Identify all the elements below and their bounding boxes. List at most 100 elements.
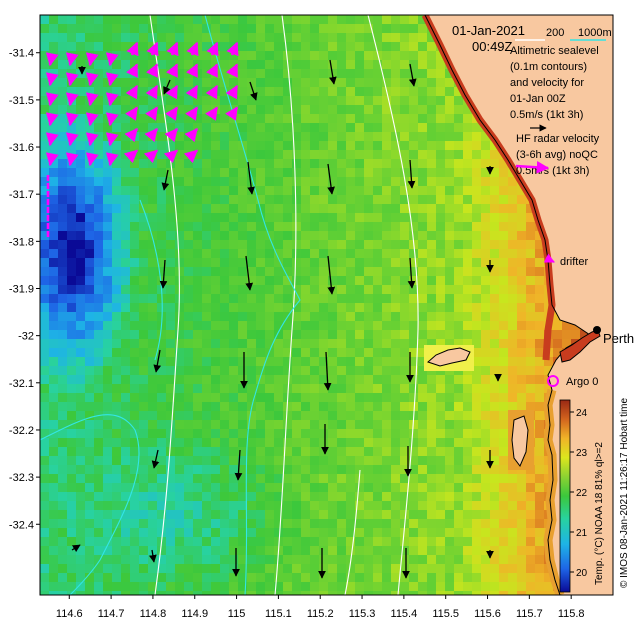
sst-cell: [121, 510, 130, 519]
sst-cell: [148, 465, 157, 474]
sst-cell: [382, 24, 391, 33]
sst-cell: [427, 510, 436, 519]
sst-cell: [409, 438, 418, 447]
sst-cell: [76, 564, 85, 573]
sst-cell: [49, 393, 58, 402]
sst-cell: [391, 348, 400, 357]
sst-cell: [265, 474, 274, 483]
sst-cell: [175, 582, 184, 591]
sst-cell: [337, 240, 346, 249]
sst-cell: [85, 42, 94, 51]
sst-cell: [175, 177, 184, 186]
sst-cell: [364, 510, 373, 519]
sst-cell: [229, 33, 238, 42]
sst-cell: [148, 411, 157, 420]
sst-cell: [229, 456, 238, 465]
sst-cell: [337, 321, 346, 330]
sst-cell: [121, 177, 130, 186]
sst-cell: [274, 150, 283, 159]
sst-cell: [499, 492, 508, 501]
sst-cell: [418, 177, 427, 186]
sst-cell: [400, 375, 409, 384]
sst-cell: [238, 564, 247, 573]
sst-cell: [58, 357, 67, 366]
sst-cell: [409, 303, 418, 312]
sst-cell: [499, 465, 508, 474]
sst-cell: [391, 564, 400, 573]
sst-cell: [229, 591, 238, 595]
sst-cell: [337, 366, 346, 375]
sst-cell: [256, 447, 265, 456]
sst-cell: [112, 114, 121, 123]
sst-cell: [112, 591, 121, 595]
sst-cell: [292, 501, 301, 510]
sst-cell: [139, 285, 148, 294]
sst-cell: [364, 546, 373, 555]
sst-cell: [184, 393, 193, 402]
sst-cell: [427, 564, 436, 573]
sst-cell: [373, 150, 382, 159]
sst-cell: [328, 213, 337, 222]
sst-cell: [157, 168, 166, 177]
sst-cell: [247, 123, 256, 132]
sst-cell: [112, 159, 121, 168]
sst-cell: [157, 96, 166, 105]
sst-cell: [292, 429, 301, 438]
sst-cell: [265, 105, 274, 114]
sst-cell: [139, 33, 148, 42]
sst-cell: [319, 510, 328, 519]
sst-cell: [445, 276, 454, 285]
sst-cell: [76, 357, 85, 366]
sst-cell: [292, 384, 301, 393]
sst-cell: [337, 159, 346, 168]
sst-cell: [382, 150, 391, 159]
sst-cell: [238, 150, 247, 159]
sst-cell: [184, 285, 193, 294]
sst-cell: [301, 276, 310, 285]
y-tick-label: -31.8: [9, 236, 34, 248]
sst-cell: [139, 348, 148, 357]
sst-cell: [112, 348, 121, 357]
sst-cell: [283, 222, 292, 231]
sst-cell: [166, 96, 175, 105]
sst-cell: [346, 564, 355, 573]
sst-cell: [418, 465, 427, 474]
sst-cell: [382, 564, 391, 573]
sst-cell: [265, 573, 274, 582]
sst-cell: [526, 321, 535, 330]
sst-cell: [256, 591, 265, 595]
sst-cell: [229, 231, 238, 240]
sst-cell: [454, 465, 463, 474]
sst-cell: [229, 519, 238, 528]
sst-cell: [319, 240, 328, 249]
sst-cell: [364, 555, 373, 564]
altimetry-legend-line: Altimetric sealevel: [510, 45, 599, 57]
sst-cell: [337, 69, 346, 78]
sst-cell: [40, 474, 49, 483]
sst-cell: [166, 582, 175, 591]
sst-cell: [328, 474, 337, 483]
sst-cell: [301, 474, 310, 483]
sst-cell: [121, 258, 130, 267]
sst-cell: [535, 366, 544, 375]
sst-cell: [238, 348, 247, 357]
sst-cell: [85, 564, 94, 573]
sst-cell: [418, 24, 427, 33]
sst-cell: [94, 474, 103, 483]
sst-cell: [427, 339, 436, 348]
sst-cell: [319, 375, 328, 384]
sst-cell: [256, 429, 265, 438]
sst-cell: [256, 474, 265, 483]
sst-cell: [409, 456, 418, 465]
sst-cell: [211, 204, 220, 213]
sst-cell: [103, 123, 112, 132]
sst-cell: [265, 195, 274, 204]
sst-cell: [346, 60, 355, 69]
sst-cell: [220, 402, 229, 411]
sst-cell: [247, 501, 256, 510]
sst-cell: [535, 276, 544, 285]
sst-cell: [274, 204, 283, 213]
sst-cell: [274, 276, 283, 285]
sst-cell: [130, 591, 139, 595]
sst-cell: [454, 519, 463, 528]
